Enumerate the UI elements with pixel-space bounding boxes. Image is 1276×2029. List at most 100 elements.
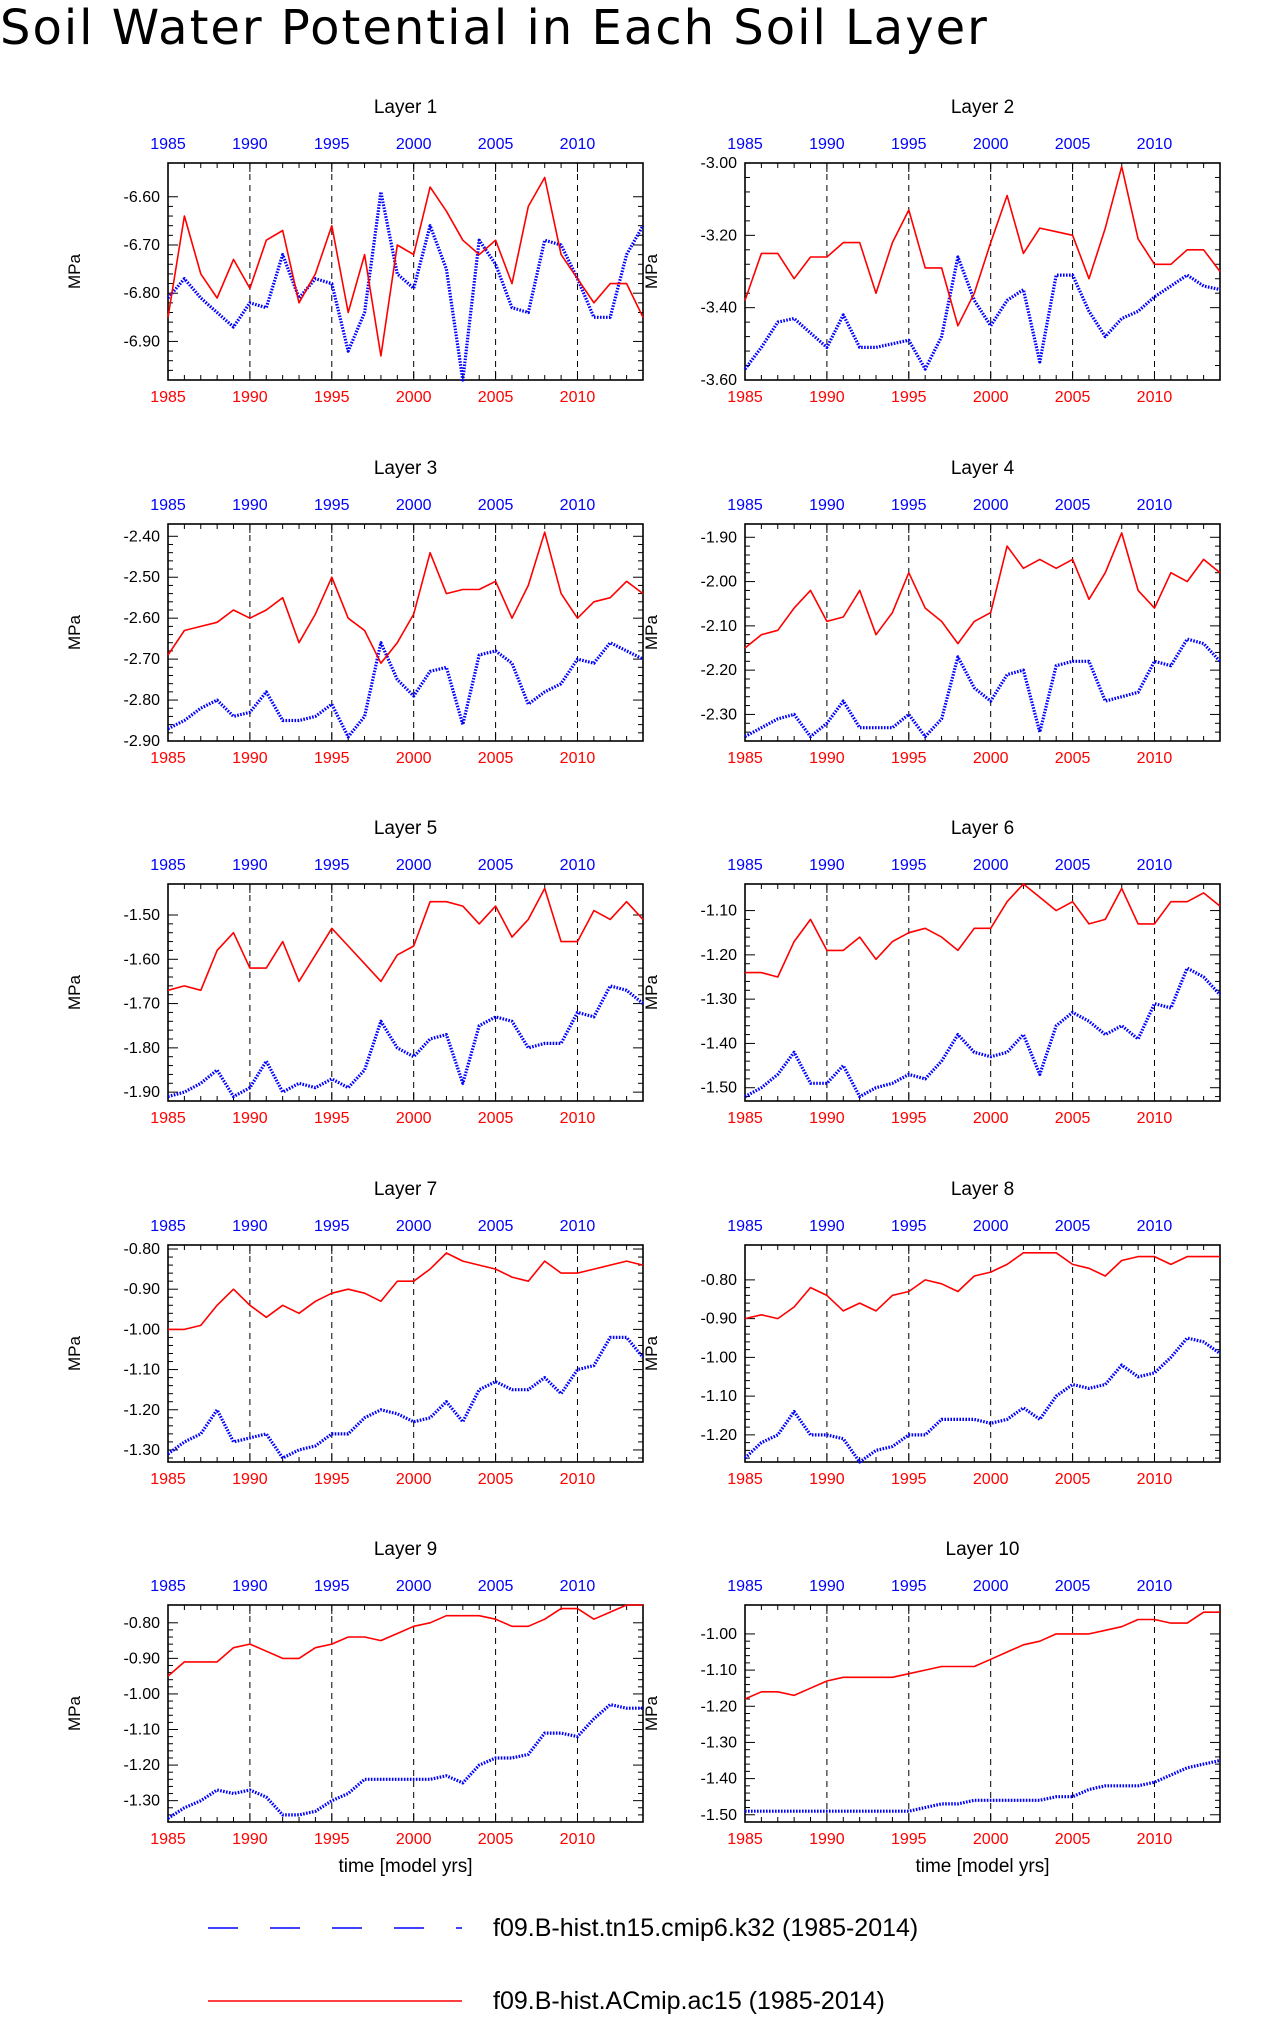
x-tick-label-bottom: 1995 [891,750,927,767]
plot-frame [167,883,644,1102]
plot-frame [167,523,644,742]
y-axis-label: MPa [65,1695,84,1731]
x-tick-label-top: 1985 [727,857,763,874]
x-tick-label-bottom: 2000 [396,1831,432,1848]
panel-title: Layer 8 [951,1179,1014,1200]
x-tick-label-top: 2000 [396,1578,432,1595]
x-tick-label-top: 2010 [560,1578,596,1595]
y-tick-label: -1.20 [701,947,738,964]
y-tick-label: -1.90 [124,1084,161,1101]
plot-frame [167,1244,644,1463]
y-tick-label: -1.30 [124,1793,161,1810]
x-tick-label-bottom: 1995 [891,389,927,406]
y-tick-label: -2.40 [124,528,161,545]
plot-frame [744,1604,1221,1823]
x-tick-label-top: 1990 [809,497,845,514]
x-tick-label-top: 2010 [560,136,596,153]
panel-layer-3: Layer 3 1985 1985 1990 1990 1995 1995 2000 2000 2… [65,458,644,767]
panel-layer-9: Layer 9 1985 1985 1990 1990 1995 1995 2000 2000 2… [65,1539,644,1877]
y-tick-label: -1.50 [701,1080,738,1097]
y-tick-label: -2.20 [701,662,738,679]
y-tick-label: -2.60 [124,610,161,627]
x-tick-label-bottom: 2010 [1137,1110,1173,1127]
x-tick-label-top: 1985 [150,497,186,514]
y-tick-label: -1.10 [701,1388,738,1405]
x-tick-label-bottom: 2000 [973,1110,1009,1127]
y-tick-label: -1.30 [701,991,738,1008]
x-tick-label-bottom: 1990 [232,1110,268,1127]
plot-frame [744,883,1221,1102]
x-tick-label-bottom: 2010 [560,750,596,767]
y-tick-label: -1.20 [124,1757,161,1774]
y-tick-label: -6.70 [124,237,161,254]
series-line-2 [744,1252,1220,1320]
x-tick-label-bottom: 2010 [1137,1471,1173,1488]
x-tick-label-bottom: 1990 [809,750,845,767]
y-tick-label: -1.40 [701,1035,738,1052]
y-tick-label: -1.20 [701,1427,738,1444]
x-tick-label-bottom: 2000 [396,1471,432,1488]
legend: f09.B-hist.tn15.cmip6.k32 (1985-2014) f09… [208,1914,918,2015]
x-tick-label-top: 1985 [727,136,763,153]
x-tick-label-bottom: 1990 [809,1110,845,1127]
plot-frame [167,1604,644,1823]
x-tick-label-bottom: 2005 [478,1831,514,1848]
y-tick-label: -6.60 [124,189,161,206]
legend-item-1: f09.B-hist.tn15.cmip6.k32 (1985-2014) [208,1914,918,1942]
x-tick-label-top: 1990 [809,857,845,874]
x-tick-label-bottom: 1995 [314,750,350,767]
x-tick-label-bottom: 1990 [809,389,845,406]
x-tick-label-bottom: 2000 [973,1831,1009,1848]
series-line-2 [167,887,644,992]
x-tick-label-bottom: 1995 [314,1110,350,1127]
x-tick-label-top: 2005 [478,1578,514,1595]
y-axis-label: MPa [642,614,661,650]
y-axis-label: MPa [642,1695,661,1731]
x-tick-label-bottom: 2005 [478,750,514,767]
x-tick-label-top: 2010 [1137,857,1173,874]
panel-title: Layer 1 [374,97,437,118]
series-line-1 [744,966,1222,1099]
x-tick-label-bottom: 2010 [560,1110,596,1127]
series-line-1 [745,1758,1221,1813]
plot-frame [744,1244,1221,1463]
y-tick-label: -1.50 [701,1807,738,1824]
y-tick-label: -0.90 [124,1650,161,1667]
x-tick-label-bottom: 2005 [478,1471,514,1488]
x-tick-label-bottom: 1985 [150,1831,186,1848]
x-tick-label-bottom: 1985 [727,1471,763,1488]
x-tick-label-top: 2005 [1055,497,1091,514]
y-tick-label: -0.90 [124,1281,161,1298]
x-tick-label-bottom: 1995 [314,1831,350,1848]
x-tick-label-top: 2005 [478,136,514,153]
y-axis-label: MPa [65,614,84,650]
x-tick-label-top: 1995 [891,1578,927,1595]
panel-layer-5: Layer 5 1985 1985 1990 1990 1995 1995 2000 2000 2… [65,818,645,1127]
series-line-1 [166,190,645,382]
x-tick-label-bottom: 1995 [314,1471,350,1488]
series-line-2 [167,531,644,665]
y-tick-label: -1.00 [701,1626,738,1643]
x-tick-label-top: 2000 [396,857,432,874]
series-line-2 [167,1604,643,1677]
plot-frame [744,162,1221,381]
y-tick-label: -1.20 [124,1402,161,1419]
x-tick-label-top: 2000 [396,136,432,153]
x-tick-label-bottom: 1990 [232,389,268,406]
series-line-2 [744,532,1221,649]
y-tick-label: -2.30 [701,706,738,723]
x-tick-label-top: 1990 [232,857,268,874]
x-tick-label-top: 2005 [478,1218,514,1235]
series-line-2 [744,1611,1220,1700]
series-line-1 [743,255,1221,371]
y-tick-label: -6.90 [124,333,161,350]
y-tick-label: -2.10 [701,618,738,635]
x-tick-label-top: 1995 [891,857,927,874]
y-tick-label: -2.00 [701,574,738,591]
x-tick-label-bottom: 1990 [232,750,268,767]
x-tick-label-top: 1995 [891,1218,927,1235]
x-tick-label-top: 2010 [1137,1578,1173,1595]
series-line-1 [167,1702,643,1820]
x-tick-label-bottom: 1985 [150,1110,186,1127]
